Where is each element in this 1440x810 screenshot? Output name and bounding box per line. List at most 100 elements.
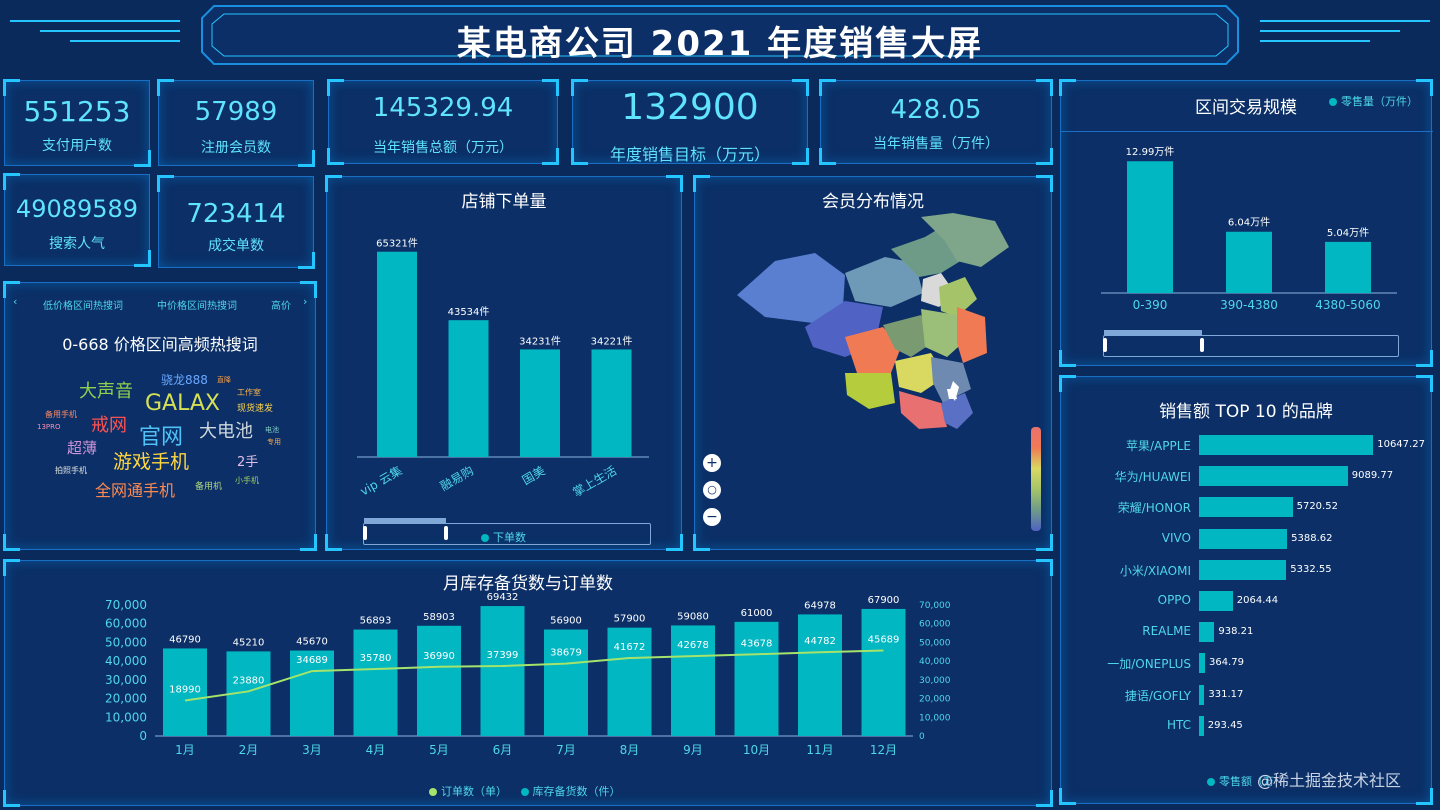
price-range-legend-label: 零售量（万件） [1341,95,1418,108]
reset-map-button[interactable]: ○ [703,481,721,499]
bar[interactable] [671,625,715,736]
x-tick-label: 3月 [302,743,322,757]
wordcloud-word: 全网通手机 [95,481,176,500]
kpi-card-search-popularity: 49089589 搜索人气 [3,173,151,267]
y-tick-label: 苹果/APPLE [1126,439,1191,453]
kpi-label: 成交单数 [208,238,264,254]
bar[interactable] [1325,241,1371,293]
kpi-card-total-sales: 145329.94 当年销售总额（万元） [327,79,559,165]
tab-high-price[interactable]: 高价 [271,301,291,312]
slider-handle-left[interactable] [363,526,367,540]
slider-handle-right[interactable] [1200,338,1204,352]
bar[interactable] [1199,528,1288,549]
data-label: 45210 [233,637,265,648]
bar[interactable] [480,606,525,736]
slider-handle-left[interactable] [1103,338,1107,352]
data-label: 64978 [804,600,836,611]
data-label: 43534件 [448,306,490,318]
china-map[interactable] [695,177,1053,551]
tab-mid-price[interactable]: 中价格区间热搜词 [157,301,237,312]
hot-search-panel: ‹ 低价格区间热搜词 中价格区间热搜词 高价 › 0-668 价格区间高频热搜词… [3,281,317,551]
orders-line[interactable] [184,649,884,702]
bar[interactable] [1199,591,1233,611]
bar[interactable] [163,648,207,736]
bar[interactable] [591,349,632,457]
bar[interactable] [1199,497,1293,518]
bar[interactable] [544,629,588,736]
data-label: 6.04万件 [1228,217,1270,229]
store-zoom-slider[interactable] [363,518,651,545]
slider-handle-right[interactable] [444,526,448,540]
kpi-value: 428.05 [890,95,982,125]
brands-legend-label: 零售额（万 [1219,775,1274,788]
wordcloud-word: 游戏手机 [113,451,190,473]
kpi-value: 132900 [621,87,759,128]
bar[interactable] [798,614,842,736]
brands-title: 销售额 TOP 10 的品牌 [1159,402,1333,422]
y-tick-label-left: 40,000 [105,654,147,668]
data-label: 69432 [487,592,519,603]
data-label: 59080 [677,611,709,622]
kpi-label: 搜索人气 [49,236,105,252]
line-data-label: 44782 [804,636,836,647]
monthly-panel: 月库存备货数与订单数 0 10,000 20,000 30,000 40,000 50,0… [3,559,1053,807]
store-legend: 下单数 [481,529,526,545]
brands-chart: 苹果/APPLE 10647.27 华为/HUAWEI 9089.77 荣耀/HONOR… [1061,377,1433,777]
line-data-label: 38679 [550,648,582,659]
bar[interactable] [1199,466,1348,487]
y-tick-label-right: 20,000 [919,695,951,705]
bar[interactable] [734,621,779,736]
bar[interactable] [1199,559,1287,580]
y-tick-label-right: 60,000 [919,620,951,630]
zoom-out-button[interactable]: − [703,508,721,526]
data-label: 5.04万件 [1327,227,1369,239]
data-label: 9089.77 [1351,470,1394,482]
bar[interactable] [1199,684,1205,705]
tab-next-icon[interactable]: › [303,295,308,308]
bar[interactable] [290,650,334,736]
zoom-in-button[interactable]: + [703,454,721,472]
monthly-legend: 订单数（单） 库存备货数（件） [429,783,621,799]
y-tick-label: HTC [1166,717,1191,732]
y-tick-label-right: 40,000 [919,657,951,667]
data-label: 65321件 [376,238,418,250]
tab-prev-icon[interactable]: ‹ [13,295,18,308]
data-label: 12.99万件 [1126,146,1175,158]
wordcloud-title: 0-668 价格区间高频热搜词 [62,335,258,354]
tab-low-price[interactable]: 低价格区间热搜词 [43,301,123,312]
line-data-label: 45689 [868,634,900,645]
y-tick-label: 荣耀/HONOR [1117,501,1191,516]
bar[interactable] [1199,653,1205,674]
x-tick-label: 1月 [175,743,195,757]
bar[interactable] [1199,622,1215,643]
wordcloud-word: 电池 [265,426,279,434]
y-tick-label: 华为/HUAWEI [1114,470,1191,485]
price-zoom-slider[interactable] [1103,330,1399,357]
bar[interactable] [417,625,461,736]
line-data-label: 42678 [677,640,709,651]
bar[interactable] [1199,435,1374,455]
data-label: 34231件 [519,335,561,347]
line-data-label: 35780 [360,653,392,664]
kpi-value: 723414 [186,199,286,229]
data-label: 331.17 [1208,688,1244,700]
bar[interactable] [1127,161,1173,293]
brands-legend: 零售额（万 [1207,773,1274,789]
kpi-value: 57989 [194,97,278,127]
visual-map-scale[interactable] [1031,427,1041,531]
bar[interactable] [448,320,489,457]
kpi-label: 注册会员数 [201,140,271,156]
bar[interactable] [520,349,560,457]
bar[interactable] [1226,231,1272,293]
wordcloud-word: 拍照手机 [55,466,87,475]
bar[interactable] [1199,715,1204,736]
bar[interactable] [377,251,417,457]
line-data-label: 23880 [233,675,265,686]
bar[interactable] [861,608,906,736]
wordcloud-word: 2手 [237,455,259,470]
x-tick-label: 融易购 [437,463,476,494]
line-data-label: 34689 [296,655,328,666]
page-title: 某电商公司 2021 年度销售大屏 [456,24,984,64]
bar[interactable] [607,627,652,736]
bar[interactable] [353,629,398,736]
